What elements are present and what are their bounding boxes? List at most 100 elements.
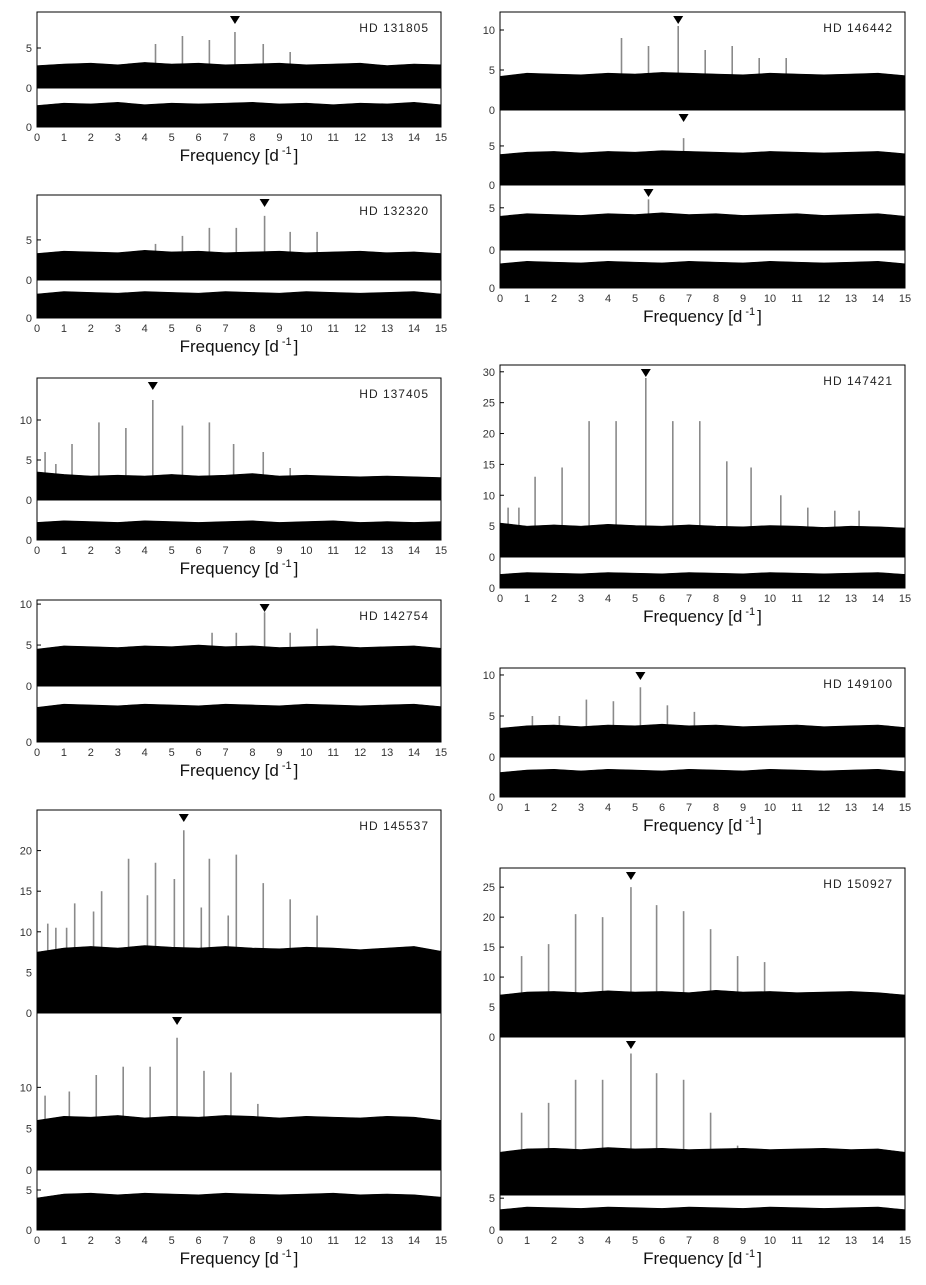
x-tick-label: 14 (408, 747, 420, 759)
noise (499, 72, 906, 111)
x-tick-label: 2 (88, 132, 94, 144)
x-tick-label: 6 (196, 747, 202, 759)
x-axis-label-text: Frequency [d (180, 146, 279, 165)
x-tick-label: 10 (764, 802, 776, 814)
x-tick-label: 7 (222, 1235, 228, 1247)
frame (499, 867, 906, 1231)
y-tick-label: 0 (26, 275, 32, 287)
x-tick-label: 2 (88, 747, 94, 759)
x-tick-label: 11 (791, 593, 802, 605)
x-tick-label: 10 (764, 293, 776, 305)
y-tick-label: 0 (489, 552, 495, 564)
x-tick-label: 14 (872, 593, 884, 605)
x-tick-label: 9 (740, 293, 746, 305)
x-tick-label: 12 (354, 1235, 366, 1247)
y-tick-label: 5 (489, 203, 495, 215)
x-tick-label: 3 (578, 802, 584, 814)
x-tick-label: 4 (142, 545, 148, 557)
x-tick-label: 12 (818, 593, 830, 605)
x-tick-label: 14 (408, 545, 420, 557)
y-tick-label: 5 (26, 455, 32, 467)
x-tick-label: 15 (899, 593, 911, 605)
noise (36, 1192, 442, 1231)
y-tick-label: 25 (483, 398, 495, 410)
x-tick-label: 3 (578, 293, 584, 305)
x-axis-label-sup: -1 (745, 606, 755, 618)
x-axis-label: Frequency [d -1] (643, 815, 762, 835)
x-tick-label: 4 (605, 593, 611, 605)
x-tick-label: 1 (524, 293, 530, 305)
noise (36, 471, 442, 501)
x-tick-label: 6 (659, 293, 665, 305)
x-tick-label: 14 (872, 293, 884, 305)
noise (36, 703, 442, 743)
x-tick-label: 0 (497, 293, 503, 305)
y-tick-label: 10 (483, 670, 495, 682)
y-tick-label: 0 (489, 752, 495, 764)
x-tick-label: 7 (222, 132, 228, 144)
x-tick-label: 0 (34, 132, 40, 144)
x-tick-label: 0 (34, 747, 40, 759)
noise (499, 989, 906, 1038)
x-axis-label: Frequency [d -1] (180, 760, 299, 780)
peak-marker (259, 199, 270, 207)
chart-title: HD 132320 (359, 204, 429, 218)
noise (36, 102, 442, 128)
x-tick-label: 8 (249, 1235, 255, 1247)
x-tick-label: 3 (115, 545, 121, 557)
x-tick-label: 8 (249, 132, 255, 144)
x-axis-label-text: Frequency [d (643, 1249, 742, 1268)
x-tick-label: 2 (551, 1235, 557, 1247)
y-tick-label: 0 (26, 737, 32, 749)
x-tick-label: 5 (169, 323, 175, 335)
noise (499, 768, 906, 798)
y-tick-label: 20 (483, 912, 495, 924)
noise (36, 945, 442, 1014)
x-tick-label: 3 (578, 593, 584, 605)
y-tick-label: 10 (483, 490, 495, 502)
noise (36, 1115, 442, 1171)
x-tick-label: 2 (551, 802, 557, 814)
x-tick-label: 12 (818, 1235, 830, 1247)
x-axis-label-end: ] (294, 337, 299, 356)
x-tick-label: 8 (249, 323, 255, 335)
x-axis-label-end: ] (294, 146, 299, 165)
y-tick-label: 10 (20, 927, 32, 939)
x-axis-label-sup: -1 (282, 558, 292, 570)
noise (499, 723, 906, 758)
y-tick-label: 0 (489, 1032, 495, 1044)
y-tick-label: 20 (20, 846, 32, 858)
noise (499, 150, 906, 186)
x-axis-label-text: Frequency [d (180, 337, 279, 356)
x-tick-label: 9 (276, 545, 282, 557)
noise (499, 212, 906, 251)
x-axis-label-end: ] (294, 559, 299, 578)
x-axis-label-end: ] (294, 761, 299, 780)
x-tick-label: 15 (435, 323, 447, 335)
x-tick-label: 13 (381, 1235, 393, 1247)
y-tick-label: 10 (20, 415, 32, 427)
noise (499, 1147, 906, 1196)
y-tick-label: 0 (26, 495, 32, 507)
x-tick-label: 14 (408, 1235, 420, 1247)
x-tick-label: 6 (659, 802, 665, 814)
x-tick-label: 1 (61, 323, 67, 335)
x-tick-label: 4 (605, 293, 611, 305)
x-tick-label: 14 (408, 323, 420, 335)
x-tick-label: 12 (354, 747, 366, 759)
x-tick-label: 3 (115, 132, 121, 144)
peak-marker (178, 814, 189, 822)
x-tick-label: 5 (632, 593, 638, 605)
x-tick-label: 10 (300, 747, 312, 759)
x-tick-label: 8 (713, 593, 719, 605)
x-tick-label: 6 (196, 132, 202, 144)
x-tick-label: 5 (632, 293, 638, 305)
y-tick-label: 0 (26, 1008, 32, 1020)
x-tick-label: 4 (605, 1235, 611, 1247)
frame (499, 11, 906, 289)
noise (36, 291, 442, 319)
x-tick-label: 9 (740, 1235, 746, 1247)
x-tick-label: 3 (578, 1235, 584, 1247)
peak-marker (643, 189, 654, 197)
x-tick-label: 10 (300, 1235, 312, 1247)
